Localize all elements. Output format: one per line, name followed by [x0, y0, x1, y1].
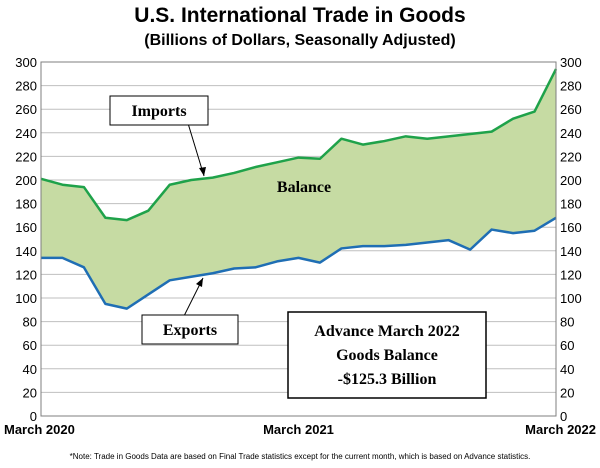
footnote: *Note: Trade in Goods Data are based on … [69, 452, 531, 461]
exports-label: Exports [163, 322, 217, 339]
x-tick-label: March 2021 [263, 422, 334, 437]
y-tick-label-left: 180 [15, 197, 37, 212]
y-tick-label-right: 220 [560, 149, 582, 164]
y-tick-label-left: 160 [15, 220, 37, 235]
exports-callout-arrow [196, 278, 203, 287]
y-tick-label-left: 20 [23, 385, 37, 400]
y-tick-label-left: 80 [23, 315, 37, 330]
imports-callout-line [186, 119, 205, 177]
y-tick-label-left: 280 [15, 79, 37, 94]
y-tick-label-left: 240 [15, 126, 37, 141]
y-tick-label-left: 260 [15, 102, 37, 117]
y-tick-label-right: 240 [560, 126, 582, 141]
y-tick-label-left: 100 [15, 291, 37, 306]
y-tick-label-right: 20 [560, 385, 574, 400]
y-tick-label-right: 40 [560, 362, 574, 377]
balance-label: Balance [277, 179, 331, 196]
y-tick-label-left: 200 [15, 173, 37, 188]
y-tick-label-left: 0 [30, 409, 37, 424]
y-tick-label-right: 100 [560, 291, 582, 306]
y-tick-label-left: 40 [23, 362, 37, 377]
balance-area-layer [41, 69, 556, 309]
imports-line [40, 68, 558, 222]
y-tick-label-right: 160 [560, 220, 582, 235]
advance-box-line3: -$125.3 Billion [338, 371, 437, 388]
y-tick-label-right: 180 [560, 197, 582, 212]
y-tick-label-left: 140 [15, 244, 37, 259]
y-tick-label-left: 300 [15, 55, 37, 70]
exports-line [41, 216, 557, 310]
plot-border [40, 61, 557, 417]
balance-area [41, 69, 556, 309]
chart-title: U.S. International Trade in Goods [134, 4, 466, 27]
advance-box-line2: Goods Balance [336, 347, 438, 364]
y-tick-label-left: 60 [23, 338, 37, 353]
y-tick-label-right: 60 [560, 338, 574, 353]
x-axis-ticks: March 2020 March 2021 March 2022 [4, 422, 596, 437]
exports-label-box [141, 314, 239, 345]
y-axis-right-ticks: 0 20 40 60 80 100 120 140 160 180 200 220 240 260 280 3… [560, 55, 582, 424]
y-tick-label-right: 140 [560, 244, 582, 259]
y-tick-label-left: 220 [15, 149, 37, 164]
y-tick-label-right: 300 [560, 55, 582, 70]
y-axis-left-ticks: 0 20 40 60 80 100 120 140 160 180 200 220 240 260 280 3… [15, 55, 37, 424]
advance-summary-box [287, 311, 487, 399]
chart-subtitle: (Billions of Dollars, Seasonally Adjuste… [144, 32, 456, 49]
imports-label: Imports [131, 103, 186, 120]
imports-callout-arrow [199, 167, 206, 176]
plot-frame [40, 61, 557, 417]
y-tick-label-right: 0 [560, 409, 567, 424]
series-lines [40, 68, 558, 310]
x-tick-label: March 2022 [525, 422, 596, 437]
x-tick-label: March 2020 [4, 422, 75, 437]
y-tick-label-right: 80 [560, 315, 574, 330]
imports-label-box [109, 95, 209, 126]
y-tick-label-left: 120 [15, 267, 37, 282]
advance-box-line1: Advance March 2022 [314, 323, 459, 340]
y-tick-label-right: 200 [560, 173, 582, 188]
y-tick-label-right: 120 [560, 267, 582, 282]
y-tick-label-right: 280 [560, 79, 582, 94]
y-tick-label-right: 260 [560, 102, 582, 117]
